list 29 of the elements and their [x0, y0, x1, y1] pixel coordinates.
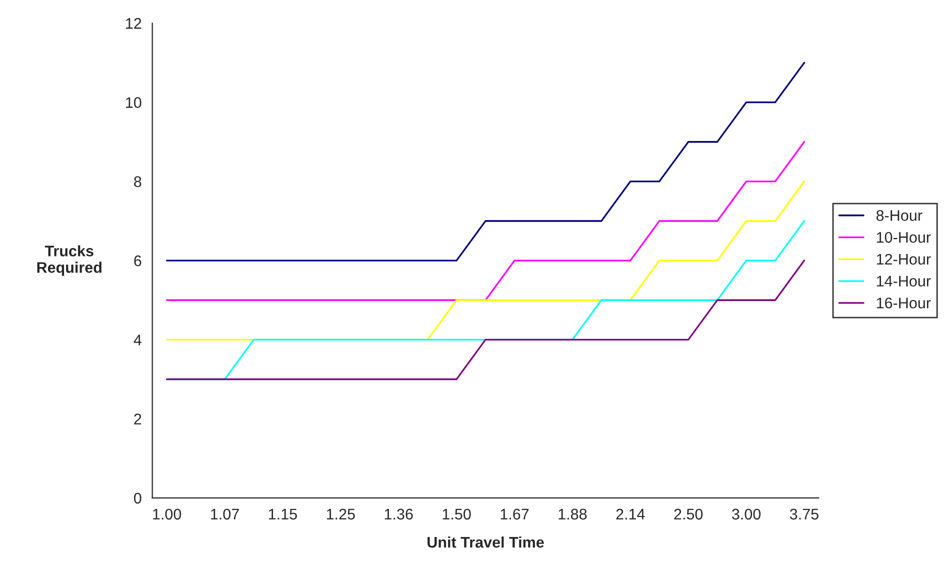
y-axis-title: Trucks Required — [37, 245, 102, 276]
line-series — [166, 260, 806, 380]
x-tick-label: 1.50 — [442, 508, 471, 520]
x-tick-label: 2.50 — [674, 508, 703, 520]
y-tick-label: 2 — [134, 414, 142, 424]
x-tick-label: 2.14 — [616, 508, 645, 520]
y-tick-label: 12 — [126, 18, 142, 29]
line-series — [166, 62, 806, 262]
legend-label: 14-Hour — [876, 276, 931, 287]
legend-label: 16-Hour — [876, 298, 931, 308]
legend-label: 8-Hour — [876, 210, 922, 221]
x-tick-label: 1.88 — [558, 508, 587, 520]
x-tick-label: 1.36 — [384, 508, 413, 520]
x-tick-label: 1.15 — [269, 508, 297, 520]
line-series — [166, 141, 806, 301]
x-axis-title: Unit Travel Time — [428, 536, 544, 548]
y-tick-label: 0 — [134, 492, 142, 504]
legend-label: 12-Hour — [876, 254, 931, 265]
x-tick-label: 1.25 — [326, 508, 355, 520]
x-tick-label: 1.07 — [211, 508, 239, 520]
x-tick-label: 3.75 — [790, 508, 818, 520]
x-tick-label: 1.00 — [153, 508, 182, 520]
legend-label: 10-Hour — [876, 232, 931, 243]
y-tick-label: 10 — [126, 97, 142, 108]
y-tick-label: 4 — [134, 334, 142, 346]
y-tick-label: 6 — [134, 255, 142, 266]
x-tick-label: 1.67 — [500, 508, 529, 520]
y-tick-label: 8 — [134, 176, 142, 188]
x-tick-label: 3.00 — [732, 508, 761, 520]
